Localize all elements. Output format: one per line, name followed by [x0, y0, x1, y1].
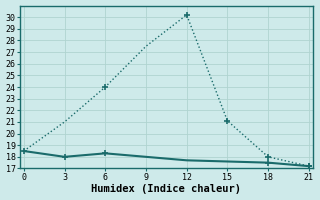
- X-axis label: Humidex (Indice chaleur): Humidex (Indice chaleur): [91, 184, 241, 194]
